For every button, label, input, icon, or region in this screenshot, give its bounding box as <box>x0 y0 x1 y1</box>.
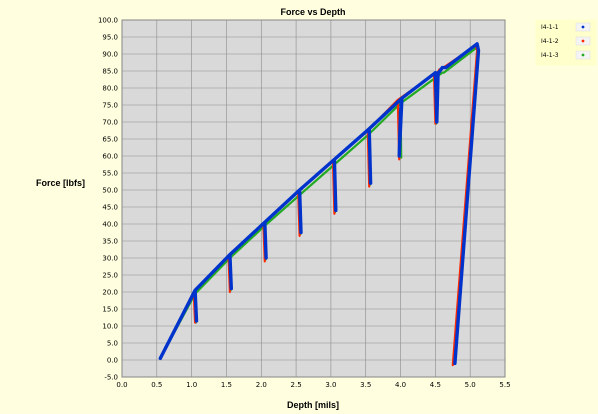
legend: I4-1-1 I4-1-2 I4-1-3 <box>535 19 597 66</box>
x-tick-label: 0.5 <box>151 381 162 389</box>
chart-title: Force vs Depth <box>280 7 345 17</box>
plot-area <box>121 19 506 378</box>
y-tick-label: 50.0 <box>102 187 118 195</box>
x-tick-label: 4.5 <box>430 381 441 389</box>
x-tick-label: 2.0 <box>256 381 267 389</box>
y-tick-label: 80.0 <box>102 85 118 93</box>
x-tick-label: 5.0 <box>465 381 476 389</box>
x-tick-label: 3.0 <box>325 381 336 389</box>
tick-labels: 0.0 0.5 1.0 1.5 2.0 2.5 3.0 3.5 4.0 4.5 5.0 5.5 -5.0… <box>98 17 511 390</box>
y-tick-label: 75.0 <box>102 102 118 110</box>
series-line-i4-1-1 <box>158 42 481 366</box>
y-tick-label: 40.0 <box>102 221 118 229</box>
y-tick-label: 45.0 <box>102 204 118 212</box>
y-tick-label: 20.0 <box>102 289 118 297</box>
y-tick-label: 60.0 <box>102 153 118 161</box>
x-tick-label: 0.0 <box>116 381 127 389</box>
y-tick-label: 55.0 <box>102 170 118 178</box>
legend-marker <box>581 39 585 43</box>
y-tick-label: 35.0 <box>102 238 118 246</box>
y-tick-label: 95.0 <box>102 34 118 42</box>
y-tick-label: 65.0 <box>102 136 118 144</box>
y-tick-label: 15.0 <box>102 306 118 314</box>
y-tick-label: 25.0 <box>102 272 118 280</box>
y-tick-label: 90.0 <box>102 51 118 59</box>
legend-label: I4-1-3 <box>541 52 559 59</box>
y-tick-label: 0.0 <box>107 357 118 365</box>
x-tick-label: 2.5 <box>291 381 302 389</box>
legend-label: I4-1-2 <box>541 38 559 45</box>
y-tick-label: 10.0 <box>102 323 118 331</box>
x-tick-label: 3.5 <box>360 381 371 389</box>
x-tick-label: 1.5 <box>221 381 232 389</box>
y-axis-title: Force [lbfs] <box>36 178 85 188</box>
x-axis-title: Depth [mils] <box>287 400 339 410</box>
y-tick-label: -5.0 <box>104 374 118 382</box>
legend-label: I4-1-1 <box>541 24 559 31</box>
y-tick-label: 5.0 <box>107 340 118 348</box>
y-tick-label: 30.0 <box>102 255 118 263</box>
series-layer <box>158 42 481 367</box>
x-tick-label: 4.0 <box>395 381 406 389</box>
y-tick-label: 85.0 <box>102 68 118 76</box>
x-tick-label: 5.5 <box>499 381 510 389</box>
legend-marker <box>581 53 585 57</box>
legend-marker <box>581 25 585 29</box>
x-tick-label: 1.0 <box>186 381 197 389</box>
y-tick-label: 70.0 <box>102 119 118 127</box>
y-tick-label: 100.0 <box>98 17 118 25</box>
